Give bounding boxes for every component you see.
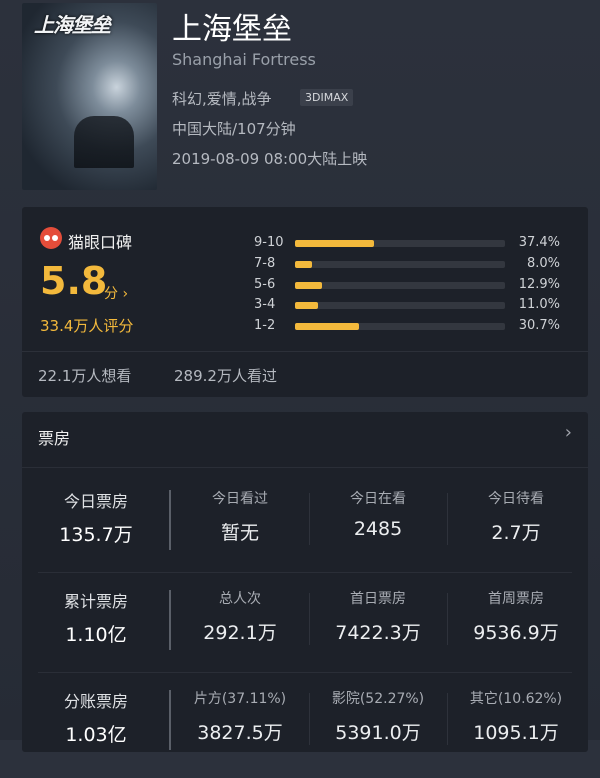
stat-label: 首日票房: [350, 591, 406, 607]
stat-value: 5391.0万: [335, 722, 421, 744]
rating-percent: 30.7%: [518, 318, 560, 334]
stat-value: 2.7万: [491, 522, 541, 544]
stat-value: 1095.1万: [473, 722, 559, 744]
box-office-row: 分账票房 1.03亿 片方(37.11%) 3827.5万 影院(52.27%) 5391…: [36, 678, 574, 778]
stat-label: 今日看过: [212, 491, 268, 507]
rating-bar-row: 7-8 8.0%: [254, 256, 560, 272]
stat-value: 3827.5万: [197, 722, 283, 744]
movie-english-title: Shanghai Fortress: [172, 50, 316, 69]
stat-label: 今日待看: [488, 491, 544, 507]
rating-bar-track: [295, 323, 505, 331]
rating-bar-track: [295, 302, 505, 310]
rating-percent: 12.9%: [518, 276, 560, 292]
divider: [22, 351, 588, 352]
divider: [447, 693, 448, 745]
rating-bar-row: 9-10 37.4%: [254, 235, 560, 251]
rating-range: 3-4: [254, 297, 276, 313]
rating-bar-row: 1-2 30.7%: [254, 318, 560, 334]
divider: [309, 693, 310, 745]
rating-range: 1-2: [254, 318, 276, 334]
maoyan-logo-icon: [40, 227, 62, 249]
rating-bar-fill: [295, 281, 323, 289]
poster-figures: [74, 116, 134, 168]
divider: [38, 572, 572, 573]
divider: [447, 493, 448, 545]
poster-title: 上海堡垒: [34, 13, 111, 37]
divider: [447, 593, 448, 645]
stat-value: 292.1万: [203, 622, 277, 644]
rating-card: 猫眼口碑 5.8 分 › 33.4万人评分 9-10 37.4% 7-8 8.0%…: [22, 207, 588, 397]
box-office-label: 分账票房: [63, 692, 128, 711]
divider: [309, 593, 310, 645]
rating-count: 33.4万人评分: [40, 317, 134, 335]
rating-bar-track: [295, 260, 505, 268]
movie-genres: 科幻,爱情,战争: [172, 90, 272, 108]
seen-count: 289.2万人看过: [174, 367, 277, 385]
box-office-row: 累计票房 1.10亿 总人次 292.1万 首日票房 7422.3万 首周票房 9536.9万: [36, 578, 574, 678]
rating-unit-link[interactable]: 分 ›: [104, 286, 129, 302]
movie-country-duration: 中国大陆/107分钟: [172, 120, 296, 138]
rating-bar-track: [295, 281, 505, 289]
stat-value: 2485: [353, 518, 403, 540]
rating-bar-track: [295, 240, 505, 247]
stat-label: 今日在看: [350, 491, 406, 507]
stat-value: 7422.3万: [335, 622, 421, 644]
rating-percent: 37.4%: [518, 235, 560, 250]
want-to-see-count: 22.1万人想看: [38, 367, 132, 385]
rating-bar-row: 5-6 12.9%: [254, 277, 560, 293]
rating-percent: 8.0%: [526, 255, 560, 271]
movie-title: 上海堡垒: [172, 12, 292, 47]
brace-divider: [169, 590, 171, 650]
movie-release: 2019-08-09 08:00大陆上映: [172, 150, 368, 168]
movie-poster[interactable]: 上海堡垒: [22, 3, 157, 190]
rating-bar-fill: [295, 302, 319, 310]
stat-label: 总人次: [219, 591, 261, 607]
rating-percent: 11.0%: [518, 297, 560, 313]
box-office-label: 今日票房: [63, 492, 128, 511]
rating-bar-fill: [295, 323, 360, 331]
divider: [22, 467, 588, 468]
rating-source-label: 猫眼口碑: [68, 233, 133, 252]
divider: [38, 672, 572, 673]
format-badge: 3DIMAX: [300, 89, 354, 106]
chevron-right-icon[interactable]: ›: [564, 422, 572, 443]
box-office-card: 票房 › 今日票房 135.7万 今日看过暂无 今日在看 2485 今日待看 2.7万累计票…: [22, 412, 588, 752]
stat-value: 9536.9万: [473, 622, 559, 644]
rating-range: 7-8: [254, 255, 276, 271]
rating-bar-fill: [295, 240, 374, 247]
rating-bar-fill: [295, 260, 312, 268]
rating-score[interactable]: 5.8: [40, 259, 108, 303]
stat-label: 首周票房: [488, 591, 544, 607]
rating-range: 9-10: [254, 235, 284, 250]
box-office-value: 1.10亿: [65, 624, 127, 646]
rating-bar-row: 3-4 11.0%: [254, 297, 560, 313]
brace-divider: [169, 490, 171, 550]
box-office-row: 今日票房 135.7万 今日看过暂无 今日在看 2485 今日待看 2.7万: [36, 478, 574, 578]
brace-divider: [169, 690, 171, 750]
box-office-label: 累计票房: [63, 592, 128, 611]
box-office-value: 135.7万: [59, 524, 133, 546]
stat-label: 影院(52.27%): [331, 691, 425, 707]
stat-label: 其它(10.62%): [469, 691, 563, 707]
rating-range: 5-6: [254, 276, 276, 292]
divider: [309, 493, 310, 545]
stat-value: 暂无: [220, 522, 259, 544]
stat-label: 片方(37.11%): [193, 691, 287, 707]
box-office-value: 1.03亿: [65, 724, 127, 746]
box-office-header[interactable]: 票房: [38, 429, 71, 448]
